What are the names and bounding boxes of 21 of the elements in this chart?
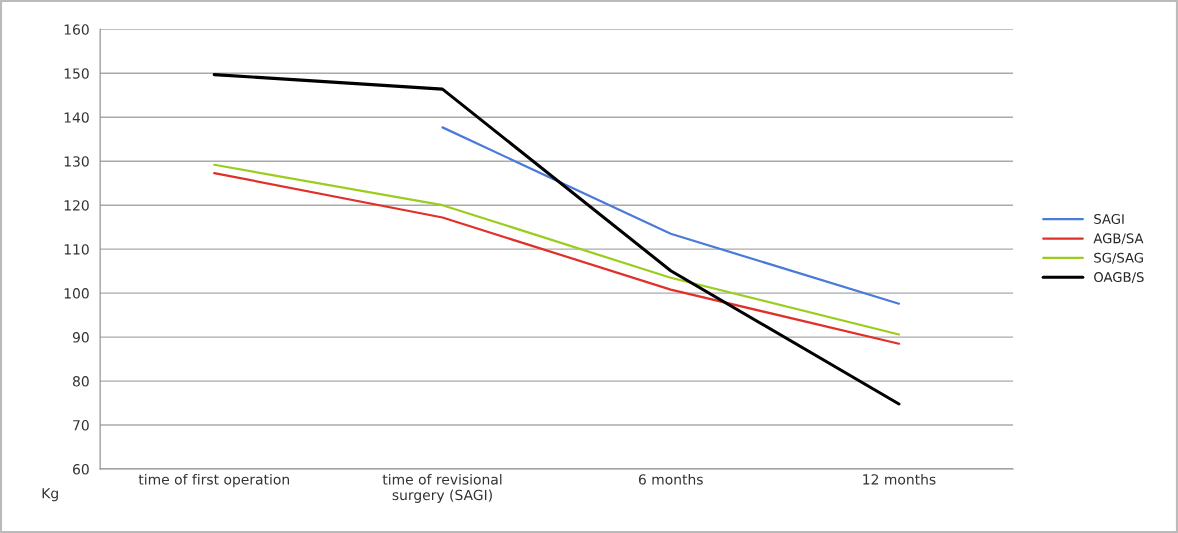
x-tick-label: time of first operation — [138, 473, 289, 488]
y-tick-label: 90 — [72, 332, 89, 343]
y-tick-label: 130 — [64, 156, 89, 167]
y-tick-label: 150 — [64, 68, 89, 79]
y-tick-label: 70 — [73, 420, 89, 431]
y-tick-label: 80 — [72, 376, 89, 387]
legend-label: AGB/SA — [1093, 233, 1144, 245]
y-axis-title: Kg — [42, 488, 58, 502]
x-tick-label: 6 months — [638, 473, 703, 485]
legend-label: OAGB/S — [1094, 272, 1144, 284]
y-tick-label: 140 — [64, 112, 89, 123]
y-tick-label: 100 — [64, 288, 89, 299]
legend-label: SAGI — [1094, 213, 1124, 224]
y-tick-label: 110 — [64, 244, 89, 255]
y-tick-label: 120 — [64, 200, 89, 211]
x-tick-label: time of revisional surgery (SAGI) — [382, 473, 502, 503]
x-tick-label: 12 months — [863, 473, 936, 485]
line-series — [212, 73, 901, 406]
y-tick-label: 160 — [64, 24, 89, 35]
legend-label: SG/SAG — [1094, 252, 1143, 264]
y-tick-label: 60 — [73, 464, 89, 475]
